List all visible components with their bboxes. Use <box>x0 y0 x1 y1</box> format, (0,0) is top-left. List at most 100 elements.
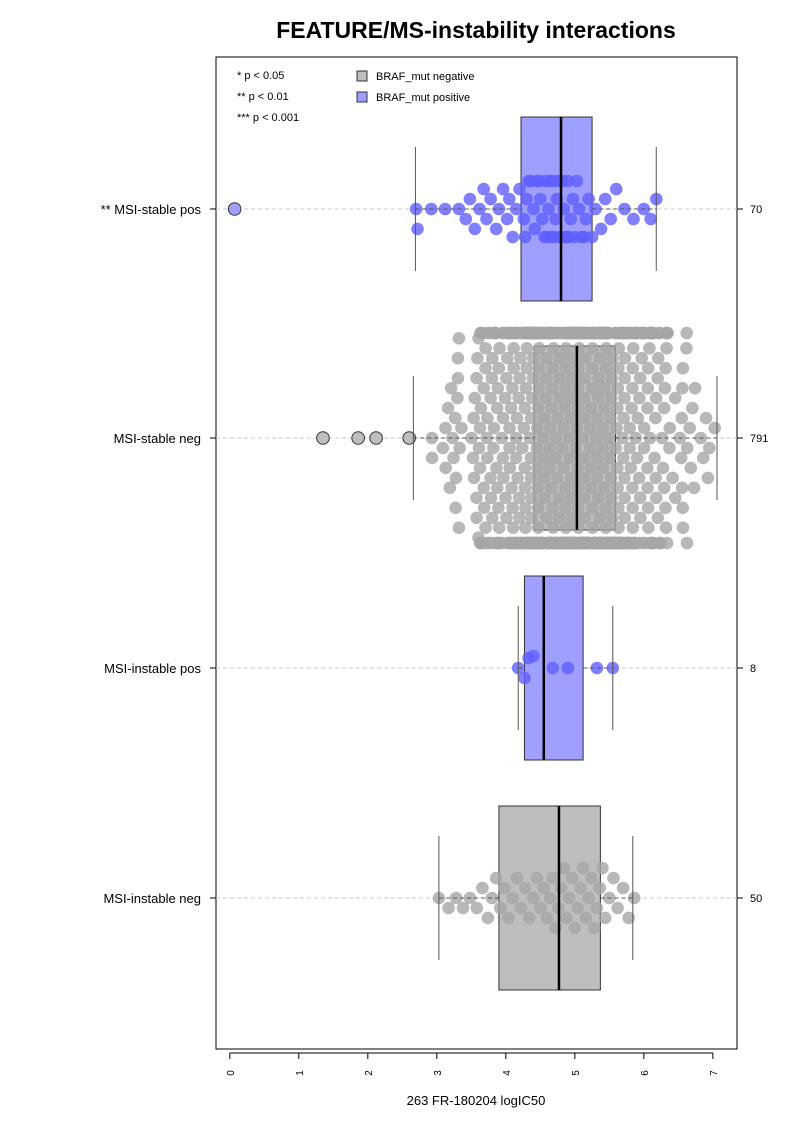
data-point <box>633 472 646 485</box>
data-point <box>544 892 557 905</box>
data-point <box>502 912 515 925</box>
x-tick-label: 0 <box>226 1070 237 1076</box>
data-point <box>641 482 654 495</box>
data-point <box>658 402 671 415</box>
data-point <box>642 502 655 515</box>
data-point <box>633 392 646 405</box>
data-point <box>677 521 690 534</box>
data-point <box>469 223 482 236</box>
data-point <box>439 462 452 475</box>
legend-swatch <box>357 71 367 81</box>
legend-swatch <box>357 92 367 102</box>
data-point <box>689 382 702 395</box>
data-point <box>644 213 657 226</box>
data-point <box>675 412 688 425</box>
gridlines <box>216 209 737 898</box>
data-point <box>571 902 584 915</box>
group-label: ** MSI-stable pos <box>101 202 202 217</box>
group-count: 70 <box>750 204 762 216</box>
data-point <box>411 223 424 236</box>
data-point <box>493 362 506 375</box>
data-point <box>659 362 672 375</box>
data-point <box>482 912 495 925</box>
data-point <box>476 882 489 895</box>
data-point <box>480 213 493 226</box>
data-point <box>680 327 693 340</box>
data-point <box>506 892 519 905</box>
data-point <box>506 231 519 244</box>
data-point <box>599 912 612 925</box>
data-point <box>660 521 673 534</box>
data-point <box>453 442 466 455</box>
data-point <box>452 352 465 365</box>
data-point <box>599 193 612 206</box>
data-point <box>563 892 576 905</box>
data-point <box>527 650 540 663</box>
data-point <box>501 213 514 226</box>
data-point <box>634 512 647 525</box>
data-point <box>658 482 671 495</box>
data-point <box>464 193 477 206</box>
data-point <box>494 902 507 915</box>
chart-title: FEATURE/MS-instability interactions <box>276 17 676 43</box>
legend: * p < 0.05** p < 0.01*** p < 0.001BRAF_m… <box>237 70 474 124</box>
data-point <box>619 512 632 525</box>
data-point <box>585 872 598 885</box>
data-point <box>650 392 663 405</box>
x-tick-label: 4 <box>502 1070 513 1076</box>
data-point <box>452 372 465 385</box>
data-point <box>618 372 631 385</box>
data-point <box>676 502 689 515</box>
data-point <box>511 872 524 885</box>
data-point <box>649 412 662 425</box>
group-count: 50 <box>750 893 762 905</box>
data-point <box>571 175 584 188</box>
data-point <box>685 462 698 475</box>
x-tick-label: 1 <box>295 1070 306 1076</box>
data-point <box>453 332 466 345</box>
data-point <box>650 492 663 505</box>
data-point <box>588 922 601 935</box>
data-point <box>661 537 674 550</box>
data-point <box>660 342 673 355</box>
data-point <box>564 213 577 226</box>
data-point <box>643 342 656 355</box>
data-point <box>642 382 655 395</box>
data-point <box>627 362 640 375</box>
data-point <box>657 462 670 475</box>
data-point <box>516 442 529 455</box>
data-point <box>566 872 579 885</box>
data-point <box>574 882 587 895</box>
data-point <box>677 362 690 375</box>
data-point <box>519 882 532 895</box>
data-point <box>702 472 715 485</box>
data-point <box>426 452 439 465</box>
data-point <box>666 472 679 485</box>
data-point <box>519 231 532 244</box>
data-point <box>532 521 545 534</box>
data-point <box>498 882 511 895</box>
data-point <box>547 872 560 885</box>
data-point <box>634 492 647 505</box>
data-point <box>578 512 591 525</box>
data-point <box>681 537 694 550</box>
data-point <box>680 342 693 355</box>
data-point <box>676 382 689 395</box>
data-point <box>688 482 701 495</box>
data-point <box>471 352 484 365</box>
data-point <box>610 183 623 196</box>
x-tick-label: 2 <box>364 1070 375 1076</box>
significance-legend-text: * p < 0.05 <box>237 70 284 82</box>
data-point <box>560 912 573 925</box>
outlier-point <box>317 432 330 445</box>
data-point <box>591 902 604 915</box>
data-point <box>703 442 716 455</box>
data-point <box>642 362 655 375</box>
data-point <box>700 412 713 425</box>
data-point <box>555 882 568 895</box>
data-point <box>618 492 631 505</box>
data-point <box>627 213 640 226</box>
group-count: 8 <box>750 663 756 675</box>
x-tick-label: 7 <box>709 1070 720 1076</box>
